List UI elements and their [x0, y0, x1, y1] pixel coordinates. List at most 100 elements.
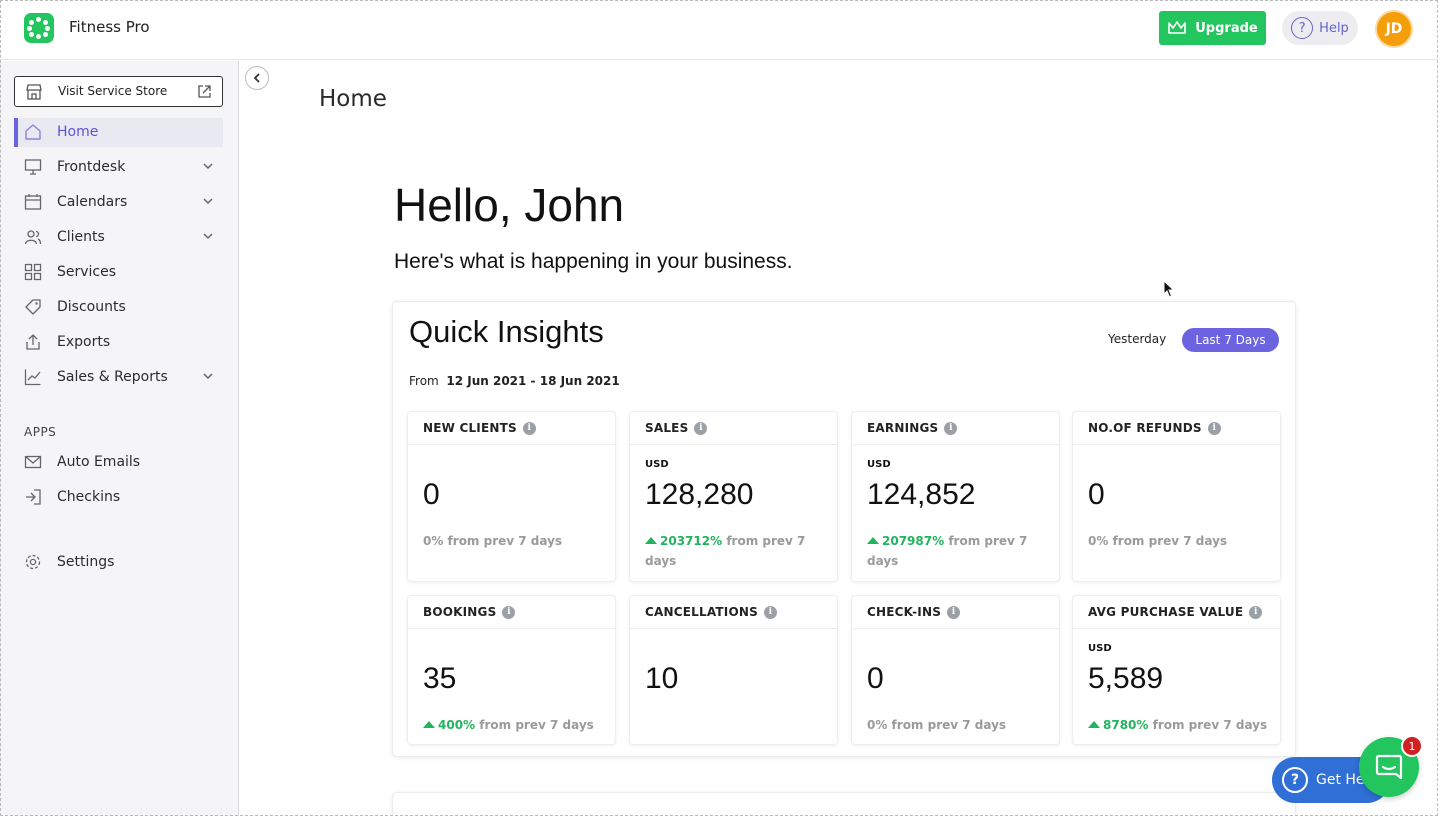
sidebar-item-clients[interactable]: Clients: [14, 223, 223, 252]
stat-value: 10: [645, 662, 679, 695]
sidebar-item-services[interactable]: Services: [14, 258, 223, 287]
sidebar-item-sales-reports[interactable]: Sales & Reports: [14, 363, 223, 392]
mouse-cursor-icon: [1163, 280, 1175, 298]
stat-currency: USD: [1088, 643, 1112, 654]
info-icon[interactable]: i: [1249, 605, 1263, 619]
sidebar-item-label: Settings: [57, 554, 115, 570]
collapse-sidebar-button[interactable]: [245, 66, 269, 90]
info-icon[interactable]: i: [944, 421, 958, 435]
tag-icon: [25, 299, 41, 315]
sidebar-item-label: Auto Emails: [57, 454, 141, 470]
sidebar-item-checkins[interactable]: Checkins: [14, 483, 223, 512]
stat-change-text: from prev 7 days: [479, 718, 594, 732]
stat-change-percent: 207987%: [882, 534, 945, 548]
stat-change: 8780% from prev 7 days: [1088, 715, 1273, 735]
chart-icon: [24, 369, 41, 386]
trend-up-icon: [423, 721, 435, 728]
stat-label: NEW CLIENTS: [423, 421, 517, 435]
sidebar-item-label: Sales & Reports: [57, 369, 168, 385]
stat-change: 400% from prev 7 days: [423, 715, 608, 735]
stat-label: EARNINGS: [867, 421, 939, 435]
sidebar-item-home[interactable]: Home: [14, 118, 223, 147]
question-icon: ?: [1291, 17, 1314, 39]
chevron-down-icon: [203, 163, 213, 170]
quick-insights-title: Quick Insights: [409, 314, 604, 349]
info-icon[interactable]: i: [502, 605, 516, 619]
sidebar-item-label: Exports: [57, 334, 111, 350]
stat-currency: USD: [645, 459, 669, 470]
date-range-value: 12 Jun 2021 - 18 Jun 2021: [446, 374, 620, 388]
sidebar: Visit Service Store Home Frontdesk Calen…: [0, 61, 239, 816]
stat-card-check-ins: CHECK-INS i 0 0% from prev 7 days: [852, 596, 1059, 744]
chevron-down-icon: [203, 233, 213, 240]
sidebar-item-discounts[interactable]: Discounts: [14, 293, 223, 322]
trend-up-icon: [1088, 721, 1100, 728]
range-yesterday-button[interactable]: Yesterday: [1108, 332, 1167, 346]
stat-label: CANCELLATIONS: [645, 605, 758, 619]
stat-card-earnings: EARNINGS i USD 124,852 207987% from prev …: [852, 412, 1059, 581]
stat-card-sales: SALES i USD 128,280 203712% from prev 7 d…: [630, 412, 837, 581]
stat-value: 5,589: [1088, 662, 1164, 695]
stat-value: 128,280: [645, 478, 754, 511]
stat-change: 203712% from prev 7 days: [645, 531, 830, 571]
crown-icon: [1168, 21, 1187, 34]
stat-label: BOOKINGS: [423, 605, 497, 619]
stat-card-avg-purchase-value: AVG PURCHASE VALUE i USD 5,589 8780% from…: [1073, 596, 1280, 744]
stat-value: 35: [423, 662, 457, 695]
help-label: Help: [1319, 20, 1349, 36]
sidebar-item-exports[interactable]: Exports: [14, 328, 223, 357]
stat-label: SALES: [645, 421, 689, 435]
from-label: From: [409, 374, 439, 388]
sidebar-item-calendars[interactable]: Calendars: [14, 188, 223, 217]
question-icon: ?: [1282, 767, 1308, 793]
app-logo-icon[interactable]: [24, 13, 54, 43]
stat-value: 0: [423, 478, 440, 511]
sidebar-item-settings[interactable]: Settings: [14, 548, 223, 577]
chevron-down-icon: [203, 373, 213, 380]
info-icon[interactable]: i: [522, 421, 536, 435]
stat-currency: USD: [867, 459, 891, 470]
stat-card-bookings: BOOKINGS i 35 400% from prev 7 days: [408, 596, 615, 744]
stat-card-new-clients: NEW CLIENTS i 0 0% from prev 7 days: [408, 412, 615, 581]
stat-change-text: from prev 7 days: [867, 534, 1028, 568]
sidebar-item-auto-emails[interactable]: Auto Emails: [14, 448, 223, 477]
stat-change: 0% from prev 7 days: [1088, 531, 1273, 551]
app-title: Fitness Pro: [69, 18, 150, 36]
stat-change-percent: 203712%: [660, 534, 723, 548]
calendar-icon: [24, 194, 42, 210]
store-icon: [26, 84, 42, 100]
sidebar-item-label: Discounts: [57, 299, 126, 315]
info-icon[interactable]: i: [694, 421, 708, 435]
sidebar-item-label: Calendars: [57, 194, 128, 210]
mail-icon: [24, 455, 42, 469]
users-icon: [24, 230, 42, 245]
sidebar-item-label: Checkins: [57, 489, 121, 505]
top-bar: Fitness Pro Upgrade ? Help JD: [0, 0, 1438, 60]
apps-section-label: APPS: [24, 425, 57, 439]
chevron-down-icon: [203, 198, 213, 205]
grid-icon: [24, 263, 42, 281]
monitor-icon: [24, 159, 42, 175]
stat-change-text: 0% from prev 7 days: [423, 534, 563, 548]
info-icon[interactable]: i: [1207, 421, 1221, 435]
range-last-7-days-button[interactable]: Last 7 Days: [1182, 328, 1279, 352]
chevron-left-icon: [253, 73, 260, 83]
sidebar-item-label: Clients: [57, 229, 105, 245]
upgrade-label: Upgrade: [1195, 20, 1258, 36]
home-icon: [25, 124, 41, 140]
sidebar-item-frontdesk[interactable]: Frontdesk: [14, 153, 223, 182]
stat-change-percent: 8780%: [1103, 718, 1149, 732]
avatar[interactable]: JD: [1375, 10, 1413, 48]
visit-service-store-button[interactable]: Visit Service Store: [14, 76, 223, 107]
upgrade-button[interactable]: Upgrade: [1159, 11, 1266, 45]
gear-icon: [25, 554, 41, 570]
trend-up-icon: [645, 537, 657, 544]
stat-change-text: from prev 7 days: [645, 534, 806, 568]
stat-change-text: from prev 7 days: [1152, 718, 1268, 732]
stat-label: NO.OF REFUNDS: [1088, 421, 1202, 435]
greeting-subtitle: Here's what is happening in your busines…: [394, 250, 793, 273]
help-button[interactable]: ? Help: [1282, 11, 1358, 45]
stat-change: 207987% from prev 7 days: [867, 531, 1032, 571]
info-icon[interactable]: i: [947, 605, 961, 619]
info-icon[interactable]: i: [763, 605, 777, 619]
